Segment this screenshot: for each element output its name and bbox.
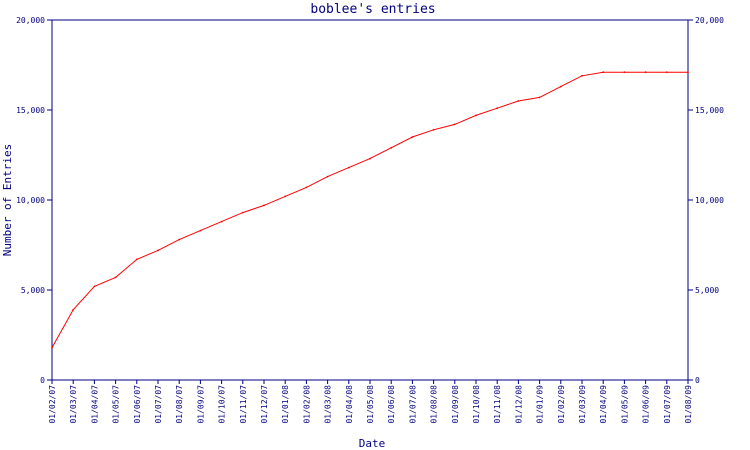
y-tick-label-left: 10,000 — [16, 196, 45, 205]
data-point — [411, 136, 414, 138]
data-point — [241, 211, 244, 214]
x-tick-label: 01/06/08 — [387, 385, 396, 424]
y-tick-label-right: 5,000 — [695, 286, 719, 295]
x-tick-label: 01/11/07 — [239, 385, 248, 424]
x-tick-label: 01/11/08 — [493, 385, 502, 424]
y-tick-label-right: 15,000 — [695, 106, 724, 115]
x-tick-label: 01/03/07 — [69, 385, 78, 424]
x-tick-label: 01/04/07 — [90, 385, 99, 424]
data-point — [135, 258, 138, 261]
y-tick-label-right: 10,000 — [695, 196, 724, 205]
x-tick-label: 01/02/08 — [302, 385, 311, 424]
x-tick-label: 01/12/08 — [514, 385, 523, 424]
x-tick-label: 01/10/07 — [218, 385, 227, 424]
data-point — [453, 123, 456, 126]
x-tick-label: 01/02/07 — [48, 385, 57, 424]
x-tick-label: 01/01/08 — [281, 385, 290, 424]
x-tick-label: 01/12/07 — [260, 385, 269, 424]
data-point — [326, 175, 329, 178]
series-line — [51, 71, 688, 348]
data-point — [538, 96, 541, 99]
x-tick-label: 01/05/08 — [366, 385, 375, 424]
x-tick-label: 01/10/08 — [472, 385, 481, 424]
data-point — [220, 220, 223, 223]
data-point — [199, 229, 202, 232]
x-tick-label: 01/08/09 — [684, 385, 693, 424]
y-tick-label-left: 20,000 — [16, 16, 45, 25]
y-tick-label-left: 15,000 — [16, 106, 45, 115]
x-tick-label: 01/03/08 — [324, 385, 333, 424]
x-tick-label: 01/06/07 — [133, 385, 142, 424]
x-tick-label: 01/07/07 — [154, 385, 163, 424]
data-point — [114, 276, 117, 279]
x-tick-label: 01/04/08 — [345, 385, 354, 424]
x-tick-label: 01/08/07 — [175, 385, 184, 424]
x-tick-label: 01/08/08 — [430, 385, 439, 424]
data-point — [93, 285, 96, 288]
x-tick-label: 01/01/09 — [536, 385, 545, 424]
y-tick-label-left: 0 — [40, 376, 45, 385]
x-tick-label: 01/03/09 — [578, 385, 587, 424]
data-point — [347, 166, 350, 169]
data-point — [51, 346, 53, 349]
data-point — [157, 249, 159, 252]
x-tick-label: 01/05/09 — [620, 385, 629, 424]
data-point — [665, 71, 668, 74]
x-tick-label: 01/09/07 — [196, 385, 205, 424]
chart-title: boblee's entries — [310, 2, 435, 17]
data-point — [517, 100, 520, 102]
data-point — [390, 146, 393, 149]
x-tick-label: 01/09/08 — [451, 385, 460, 424]
x-tick-label: 01/05/07 — [112, 385, 121, 424]
data-point — [644, 71, 647, 74]
data-point — [305, 186, 308, 189]
data-point — [178, 238, 181, 241]
data-point — [284, 195, 287, 198]
data-point — [496, 107, 499, 110]
data-point — [559, 85, 562, 88]
data-point — [369, 157, 371, 160]
data-point — [623, 71, 626, 74]
y-tick-label-right: 20,000 — [695, 16, 724, 25]
x-tick-label: 01/06/09 — [642, 385, 651, 424]
data-point — [475, 114, 477, 117]
x-tick-label: 01/04/09 — [599, 385, 608, 424]
data-point — [602, 71, 605, 74]
chart-plot-area: 0 0 5,000 5,000 10,000 10,000 15,000 15,000 20,0… — [16, 16, 724, 424]
x-tick-label: 01/07/09 — [663, 385, 672, 424]
x-tick-label: 01/07/08 — [408, 385, 417, 424]
data-point — [432, 128, 435, 131]
x-tick-label: 01/02/09 — [557, 385, 566, 424]
data-point — [581, 74, 583, 77]
x-axis-label: Date — [359, 437, 386, 450]
y-axis-label: Number of Entries — [1, 144, 14, 257]
y-tick-label-left: 5,000 — [21, 286, 45, 295]
data-point — [687, 71, 689, 74]
data-point — [72, 308, 75, 311]
data-point — [263, 204, 265, 207]
y-tick-label-right: 0 — [695, 376, 700, 385]
